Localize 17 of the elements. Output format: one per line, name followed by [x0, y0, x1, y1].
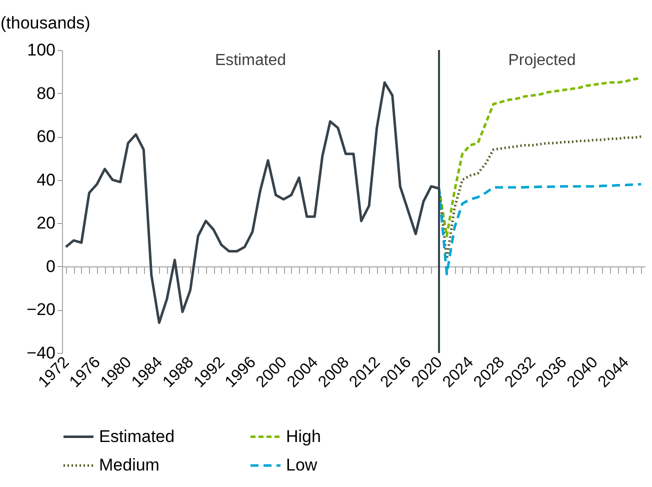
legend-label: Medium — [99, 456, 160, 474]
y-tick-label: 40 — [36, 170, 56, 190]
y-tick-label: −20 — [26, 300, 56, 320]
annotation: Estimated — [214, 52, 286, 69]
line-series — [438, 135, 642, 260]
y-tick-label: −40 — [26, 344, 56, 362]
legend-label: High — [286, 426, 321, 446]
annotation: Projected — [508, 52, 576, 69]
legend-label: Low — [286, 456, 318, 474]
legend-label: Estimated — [99, 426, 175, 446]
y-tick-label: 0 — [46, 256, 56, 276]
y-tick-label: 100 — [27, 40, 56, 60]
y-tick-label: 80 — [36, 84, 56, 103]
line-series — [438, 182, 642, 276]
y-tick-label: 60 — [36, 127, 56, 146]
y-axis-title: (thousands) — [0, 14, 90, 32]
y-tick-label: 20 — [36, 214, 56, 233]
